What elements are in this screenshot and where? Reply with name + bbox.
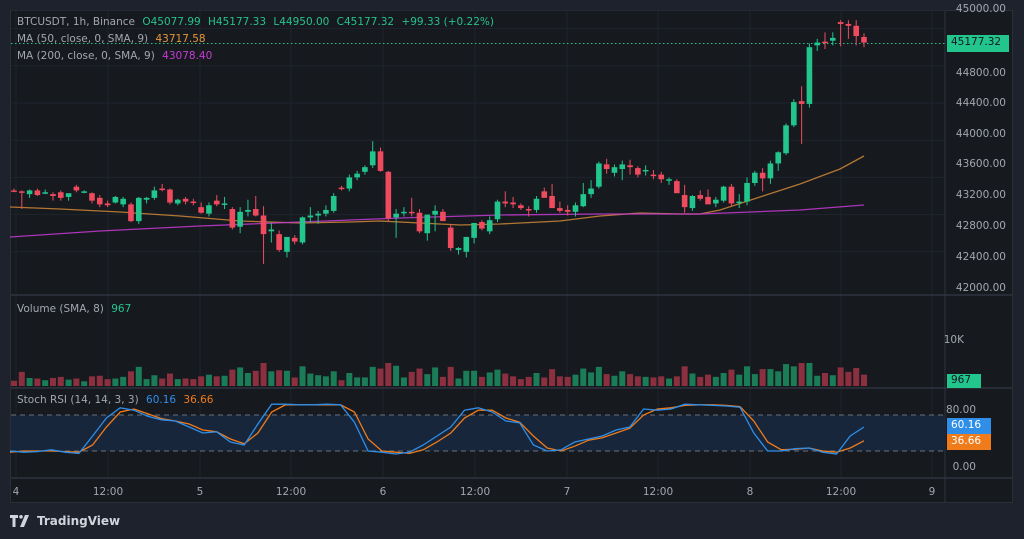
ma200-label: MA (200, close, 0, SMA, 9) bbox=[17, 50, 155, 62]
ma200-value: 43078.40 bbox=[162, 50, 213, 62]
stoch-k-tag: 60.16 bbox=[947, 418, 991, 434]
price-tick: 42800.00 bbox=[955, 220, 1006, 232]
time-tick: 6 bbox=[379, 486, 387, 498]
volume-legend[interactable]: Volume (SMA, 8) 967 bbox=[17, 303, 135, 315]
price-tick: 43200.00 bbox=[955, 189, 1006, 201]
price-tick: 44800.00 bbox=[955, 67, 1006, 79]
time-tick: 12:00 bbox=[92, 486, 124, 498]
ma50-value: 43717.58 bbox=[155, 33, 206, 45]
symbol-legend[interactable]: BTCUSDT, 1h, Binance O45077.99 H45177.33… bbox=[17, 16, 498, 28]
ohlc-low: L44950.00 bbox=[273, 16, 330, 28]
price-tick: 42400.00 bbox=[955, 251, 1006, 263]
time-tick: 7 bbox=[563, 486, 571, 498]
price-tick: 44000.00 bbox=[955, 128, 1006, 140]
tradingview-icon bbox=[10, 515, 29, 527]
price-tick: 45000.00 bbox=[955, 3, 1006, 15]
candlesticks bbox=[11, 20, 867, 264]
price-tick: 44400.00 bbox=[955, 97, 1006, 109]
stoch-axis-tick: 0.00 bbox=[952, 461, 976, 473]
volume-label: Volume (SMA, 8) bbox=[17, 303, 104, 315]
ohlc-close: C45177.32 bbox=[336, 16, 395, 28]
tradingview-logo[interactable]: TradingView bbox=[10, 514, 120, 528]
stoch-d-tag: 36.66 bbox=[947, 434, 991, 450]
time-tick: 12:00 bbox=[825, 486, 857, 498]
pane-separators bbox=[11, 11, 1012, 502]
time-tick: 4 bbox=[12, 486, 20, 498]
time-tick: 9 bbox=[928, 486, 936, 498]
ohlc-high: H45177.33 bbox=[208, 16, 267, 28]
volume-bars bbox=[11, 363, 867, 386]
time-tick: 12:00 bbox=[459, 486, 491, 498]
ohlc-open: O45077.99 bbox=[142, 16, 201, 28]
volume-value: 967 bbox=[111, 303, 132, 315]
price-tick: 42000.00 bbox=[955, 282, 1006, 294]
stoch-axis-tick: 80.00 bbox=[945, 404, 976, 416]
ma50-legend[interactable]: MA (50, close, 0, SMA, 9) 43717.58 bbox=[17, 33, 210, 45]
moving-averages bbox=[9, 155, 865, 238]
price-change: +99.33 (+0.22%) bbox=[401, 16, 494, 28]
stoch-rsi bbox=[9, 403, 945, 455]
ma200-legend[interactable]: MA (200, close, 0, SMA, 9) 43078.40 bbox=[17, 50, 216, 62]
stoch-legend[interactable]: Stoch RSI (14, 14, 3, 3) 60.16 36.66 bbox=[17, 394, 217, 406]
stoch-label: Stoch RSI (14, 14, 3, 3) bbox=[17, 394, 139, 406]
stoch-k-value: 60.16 bbox=[146, 394, 177, 406]
symbol-info: BTCUSDT, 1h, Binance bbox=[17, 16, 135, 28]
brand-name: TradingView bbox=[37, 514, 121, 528]
volume-tag: 967 bbox=[947, 374, 981, 388]
time-tick: 5 bbox=[196, 486, 204, 498]
volume-axis-tick: 10K bbox=[943, 334, 964, 346]
last-price-tag: 45177.32 bbox=[947, 35, 1009, 52]
time-tick: 12:00 bbox=[642, 486, 674, 498]
ma50-label: MA (50, close, 0, SMA, 9) bbox=[17, 33, 149, 45]
time-tick: 12:00 bbox=[275, 486, 307, 498]
price-tick: 43600.00 bbox=[955, 158, 1006, 170]
stoch-d-value: 36.66 bbox=[183, 394, 214, 406]
grid-lines bbox=[11, 9, 945, 478]
time-tick: 8 bbox=[746, 486, 754, 498]
